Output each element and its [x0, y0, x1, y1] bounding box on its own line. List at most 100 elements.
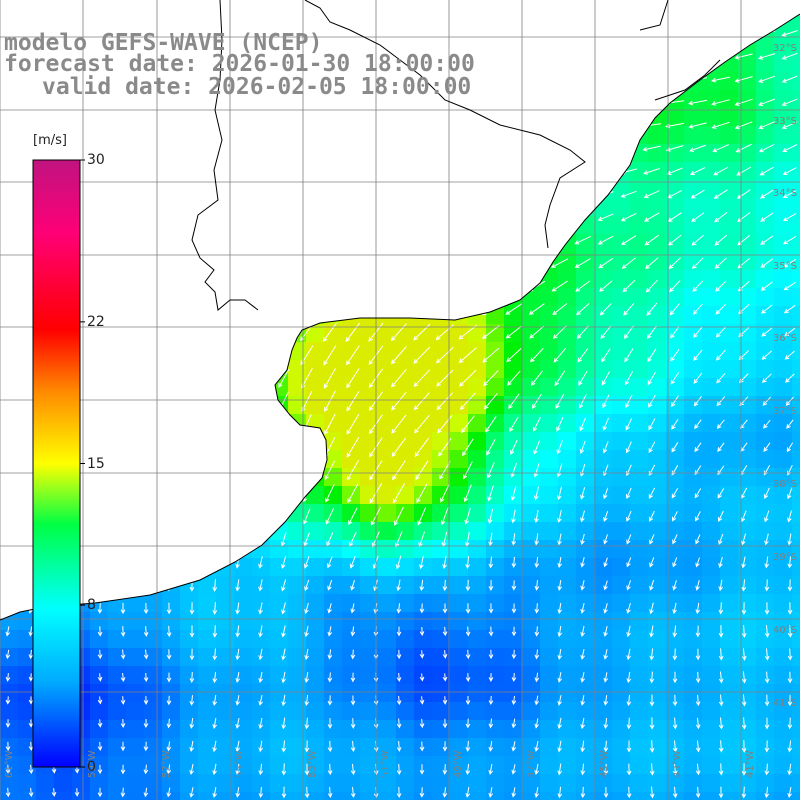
wind-cell [684, 216, 703, 235]
wind-cell [288, 738, 307, 757]
wind-cell [594, 648, 613, 667]
wind-cell [756, 702, 775, 721]
wind-arrow [440, 507, 449, 526]
wind-cell [702, 126, 721, 145]
wind-cell [360, 504, 379, 523]
wind-arrow [649, 648, 655, 661]
wind-arrow [435, 347, 454, 364]
wind-cell [270, 630, 289, 649]
wind-cell [774, 360, 793, 379]
wind-cell [684, 612, 703, 631]
wind-arrow [391, 368, 407, 388]
wind-arrow [643, 190, 660, 199]
wind-cell [162, 738, 181, 757]
wind-arrow [759, 189, 774, 199]
wind-cell [774, 90, 793, 109]
wind-cell [414, 792, 433, 800]
wind-arrow [602, 417, 609, 431]
wind-cell [378, 522, 397, 541]
wind-cell [414, 360, 433, 379]
wind-cell [576, 306, 595, 325]
wind-cell [162, 594, 181, 613]
wind-arrow [787, 648, 793, 661]
wind-arrow [511, 649, 517, 660]
wind-cell [612, 666, 631, 685]
wind-cell [648, 576, 667, 595]
longitude-label: 57°W [161, 750, 172, 778]
wind-arrow [350, 740, 356, 753]
wind-arrow [763, 442, 771, 453]
wind-cell [756, 414, 775, 433]
wind-arrow [235, 763, 240, 776]
wind-cell [792, 540, 800, 559]
wind-cell [396, 792, 415, 800]
wind-arrow [414, 437, 430, 457]
wind-cell [792, 630, 800, 649]
wind-cell [648, 522, 667, 541]
wind-cell [774, 612, 793, 631]
wind-cell [540, 378, 559, 397]
wind-arrow [718, 602, 724, 615]
wind-cell [774, 666, 793, 685]
wind-cell [360, 324, 379, 343]
wind-arrow [695, 786, 701, 799]
wind-cell [540, 288, 559, 307]
wind-arrow [580, 533, 585, 546]
wind-cell [792, 54, 800, 73]
wind-arrow [626, 534, 632, 545]
wind-cell [576, 540, 595, 559]
wind-cell [522, 720, 541, 739]
wind-arrow [717, 442, 725, 453]
longitude-label: 41°W [745, 750, 756, 778]
wind-arrow [166, 649, 172, 660]
wind-arrow [624, 371, 634, 386]
wind-cell [540, 360, 559, 379]
wind-arrow [465, 603, 471, 614]
wind-arrow [350, 695, 356, 706]
wind-cell [522, 396, 541, 415]
wind-arrow [323, 345, 337, 366]
wind-cell [306, 378, 325, 397]
wind-cell [612, 216, 631, 235]
wind-arrow [759, 166, 774, 176]
wind-arrow [419, 696, 425, 705]
wind-arrow [346, 437, 360, 458]
wind-arrow [580, 740, 586, 753]
wind-cell [504, 396, 523, 415]
wind-arrow [642, 145, 661, 152]
wind-cell [684, 540, 703, 559]
wind-arrow [764, 671, 770, 684]
wind-cell [144, 684, 163, 703]
wind-cell [396, 684, 415, 703]
wind-cell [0, 774, 19, 793]
wind-cell [792, 486, 800, 505]
wind-arrow [28, 742, 34, 751]
wind-arrow [695, 534, 701, 545]
wind-cell [702, 522, 721, 541]
wind-cell [288, 684, 307, 703]
wind-cell [360, 648, 379, 667]
wind-cell [576, 630, 595, 649]
wind-arrow [670, 372, 680, 385]
wind-cell [756, 396, 775, 415]
wind-cell [450, 324, 469, 343]
wind-cell [522, 504, 541, 523]
wind-arrow [442, 787, 448, 798]
wind-cell [666, 378, 685, 397]
wind-cell [522, 522, 541, 541]
wind-arrow [488, 718, 494, 729]
wind-arrow [304, 671, 310, 684]
wind-arrow [580, 763, 586, 776]
wind-cell [468, 468, 487, 487]
wind-cell [576, 774, 595, 793]
wind-cell [792, 198, 800, 217]
wind-cell [468, 774, 487, 793]
wind-arrow [505, 325, 522, 339]
longitude-label: 51°W [380, 750, 391, 778]
wind-cell [558, 612, 577, 631]
wind-cell [522, 630, 541, 649]
wind-arrow [281, 717, 287, 730]
wind-cell [630, 468, 649, 487]
wind-cell [792, 252, 800, 271]
wind-arrow [350, 603, 355, 614]
